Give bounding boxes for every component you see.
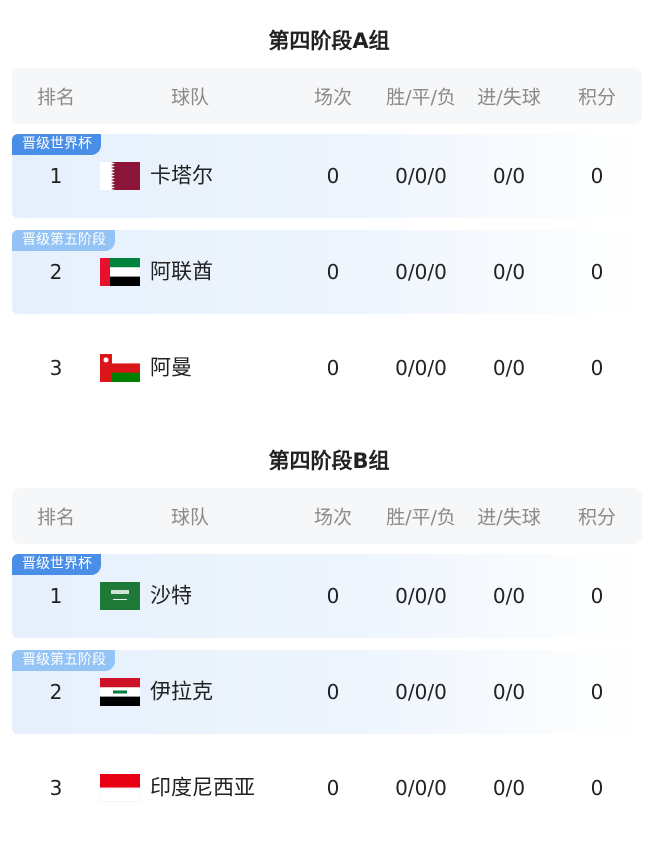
indonesia-flag-icon (100, 774, 140, 802)
points: 0 (590, 680, 604, 704)
rank: 3 (49, 356, 63, 380)
team-name[interactable]: 伊拉克 (150, 679, 213, 704)
goals: 0/0 (492, 356, 526, 380)
column-header: 球队 (170, 86, 210, 109)
team-name[interactable]: 印度尼西亚 (150, 775, 255, 800)
group-0: 第四阶段A组排名 球队 场次 胜/平/负 进/失球 积分晋级世界杯 1 0 0/0/0 0/0 0 卡… (0, 0, 658, 420)
column-header: 进/失球 (477, 86, 541, 109)
played: 0 (326, 584, 340, 608)
points: 0 (590, 776, 604, 800)
column-header: 进/失球 (477, 506, 541, 529)
wdl: 0/0/0 (395, 164, 447, 188)
team-name[interactable]: 卡塔尔 (150, 163, 213, 188)
played: 0 (326, 164, 340, 188)
group-title: 第四阶段B组 (268, 449, 390, 473)
table-header: 排名 球队 场次 胜/平/负 进/失球 积分 (12, 488, 642, 544)
points: 0 (590, 584, 604, 608)
qatar-flag-icon (100, 162, 140, 190)
points: 0 (590, 356, 604, 380)
points: 0 (590, 260, 604, 284)
column-header: 积分 (577, 86, 617, 109)
rank: 2 (49, 680, 63, 704)
rank: 1 (49, 584, 63, 608)
team-name[interactable]: 阿联酋 (150, 259, 213, 284)
column-header: 胜/平/负 (386, 506, 456, 529)
wdl: 0/0/0 (395, 680, 447, 704)
table-row[interactable]: 晋级第五阶段 2 0 0/0/0 0/0 0 阿联酋 (12, 230, 642, 314)
saudi-flag-icon (100, 582, 140, 610)
status-badge: 晋级第五阶段 (12, 650, 115, 671)
goals: 0/0 (492, 164, 526, 188)
rank: 1 (49, 164, 63, 188)
team-name[interactable]: 阿曼 (150, 355, 192, 380)
goals: 0/0 (492, 260, 526, 284)
points: 0 (590, 164, 604, 188)
table-header: 排名 球队 场次 胜/平/负 进/失球 积分 (12, 68, 642, 124)
team-name[interactable]: 沙特 (150, 583, 192, 608)
goals: 0/0 (492, 776, 526, 800)
column-header: 胜/平/负 (386, 86, 456, 109)
goals: 0/0 (492, 680, 526, 704)
group-title: 第四阶段A组 (268, 29, 390, 53)
group-1: 第四阶段B组排名 球队 场次 胜/平/负 进/失球 积分晋级世界杯 1 0 0/0/0 0/0 0 沙… (0, 420, 658, 840)
table-row[interactable]: 晋级第五阶段 2 0 0/0/0 0/0 0 伊拉克 (12, 650, 642, 734)
table-row[interactable]: 3 0 0/0/0 0/0 0 阿曼 (12, 326, 642, 410)
column-header: 场次 (313, 506, 353, 529)
status-badge: 晋级世界杯 (12, 134, 101, 155)
played: 0 (326, 356, 340, 380)
column-header: 积分 (577, 506, 617, 529)
status-badge: 晋级世界杯 (12, 554, 101, 575)
rank: 2 (49, 260, 63, 284)
column-header: 排名 (36, 86, 76, 109)
table-row[interactable]: 晋级世界杯 1 0 0/0/0 0/0 0 沙特 (12, 554, 642, 638)
uae-flag-icon (100, 258, 140, 286)
played: 0 (326, 680, 340, 704)
rank: 3 (49, 776, 63, 800)
wdl: 0/0/0 (395, 584, 447, 608)
goals: 0/0 (492, 584, 526, 608)
wdl: 0/0/0 (395, 776, 447, 800)
column-header: 场次 (313, 86, 353, 109)
iraq-flag-icon (100, 678, 140, 706)
table-row[interactable]: 晋级世界杯 1 0 0/0/0 0/0 0 卡塔尔 (12, 134, 642, 218)
column-header: 球队 (170, 506, 210, 529)
column-header: 排名 (36, 506, 76, 529)
table-row[interactable]: 3 0 0/0/0 0/0 0 印度尼西亚 (12, 746, 642, 830)
wdl: 0/0/0 (395, 260, 447, 284)
played: 0 (326, 776, 340, 800)
oman-flag-icon (100, 354, 140, 382)
status-badge: 晋级第五阶段 (12, 230, 115, 251)
wdl: 0/0/0 (395, 356, 447, 380)
played: 0 (326, 260, 340, 284)
